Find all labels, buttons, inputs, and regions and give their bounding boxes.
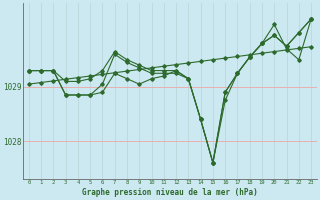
X-axis label: Graphe pression niveau de la mer (hPa): Graphe pression niveau de la mer (hPa) [82,188,258,197]
